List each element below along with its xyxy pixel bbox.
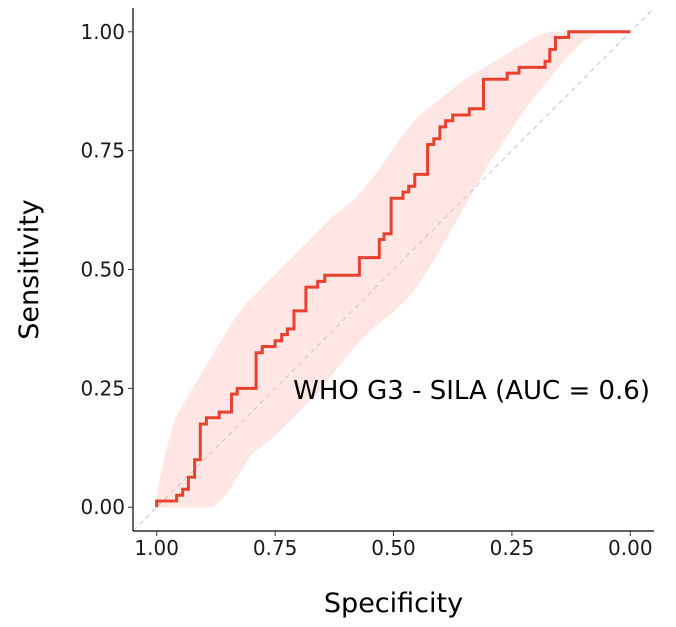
x-tick-label: 1.00 — [134, 536, 179, 560]
auc-annotation: WHO G3 - SILA (AUC = 0.6) — [293, 376, 650, 406]
x-tick-label: 0.50 — [371, 536, 416, 560]
x-tick-label: 0.00 — [608, 536, 653, 560]
y-tick-label: 1.00 — [80, 20, 125, 44]
x-tick-label: 0.25 — [490, 536, 535, 560]
y-axis-ticks: 0.00 0.25 0.50 0.75 1.00 — [80, 20, 133, 519]
reference-diagonal — [132, 7, 655, 532]
roc-curve — [155, 30, 631, 508]
y-tick-label: 0.75 — [80, 139, 125, 163]
x-axis-title: Specificity — [324, 588, 463, 619]
y-tick-label: 0.00 — [80, 495, 125, 519]
y-axis-title: Sensitivity — [14, 199, 45, 340]
plot-area — [132, 7, 655, 532]
y-tick-label: 0.50 — [80, 258, 125, 282]
y-tick-label: 0.25 — [80, 376, 125, 400]
x-axis-ticks: 1.00 0.75 0.50 0.25 0.00 — [134, 531, 653, 560]
x-tick-label: 0.75 — [253, 536, 298, 560]
